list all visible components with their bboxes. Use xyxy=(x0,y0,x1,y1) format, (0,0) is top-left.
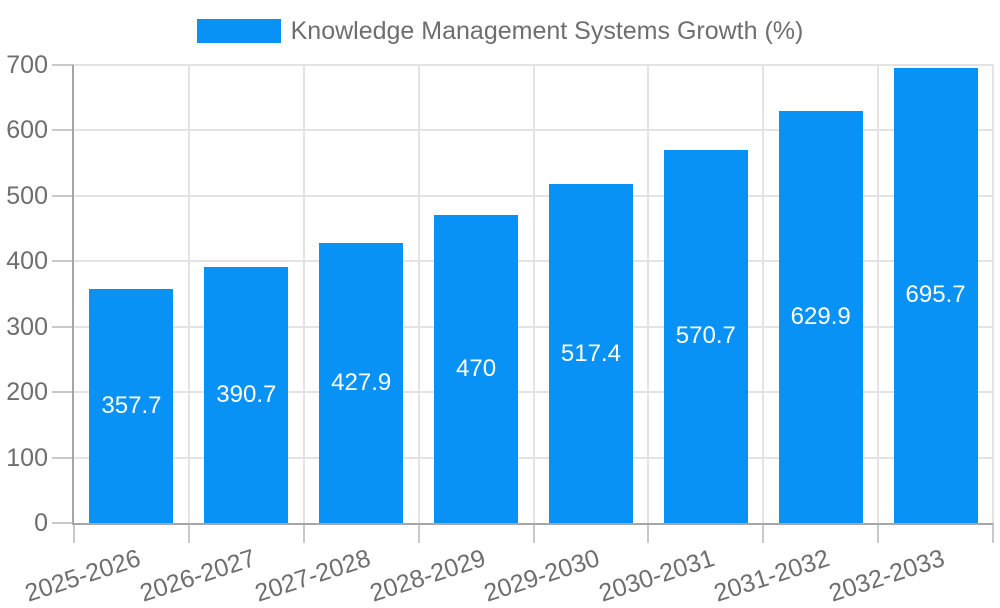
bar[interactable] xyxy=(434,215,519,523)
y-axis-tick xyxy=(52,522,74,524)
bar-value-label: 427.9 xyxy=(331,369,392,396)
bar[interactable] xyxy=(319,243,404,523)
x-gridline xyxy=(877,65,880,523)
bar-value-label: 570.7 xyxy=(675,322,736,350)
bar-value-label: 517.4 xyxy=(560,339,621,367)
x-gridline xyxy=(302,65,305,523)
x-axis-label: 2029-2030 xyxy=(480,544,604,608)
x-axis-tick xyxy=(417,523,420,543)
bar[interactable] xyxy=(548,184,633,523)
x-axis-line xyxy=(72,523,993,525)
x-axis-tick xyxy=(532,523,535,543)
legend-color-swatch xyxy=(196,19,281,43)
x-axis-label: 2030-2031 xyxy=(595,544,719,608)
y-axis-tick xyxy=(52,194,74,197)
bar-value-label: 357.7 xyxy=(101,391,162,419)
y-axis-label: 0 xyxy=(34,509,48,537)
chart-legend: Knowledge Management Systems Growth (%) xyxy=(0,18,1000,44)
x-axis-label: 2028-2029 xyxy=(366,544,489,608)
bar[interactable] xyxy=(89,288,174,523)
x-axis-label: 2032-2033 xyxy=(825,544,948,608)
bar[interactable] xyxy=(893,67,978,523)
y-axis-tick xyxy=(52,391,74,394)
x-gridline xyxy=(762,65,765,523)
legend-label: Knowledge Management Systems Growth (%) xyxy=(290,17,804,45)
x-axis-label: 2031-2032 xyxy=(710,544,834,608)
bar-value-label: 695.7 xyxy=(905,281,966,309)
x-axis-tick xyxy=(187,523,190,543)
x-axis-tick xyxy=(647,523,650,543)
x-axis-label: 2025-2026 xyxy=(21,544,144,608)
x-axis-label: 2027-2028 xyxy=(251,544,374,608)
bar[interactable] xyxy=(663,149,748,523)
bar-value-label: 629.9 xyxy=(790,302,851,330)
x-gridline xyxy=(187,65,190,523)
y-axis-tick xyxy=(52,325,74,328)
y-axis-tick xyxy=(52,456,74,459)
x-gridline xyxy=(417,65,420,523)
bar[interactable] xyxy=(778,110,863,523)
y-axis-tick xyxy=(52,64,74,66)
x-gridline xyxy=(647,65,650,523)
x-axis-label: 2026-2027 xyxy=(136,544,259,608)
y-axis-label: 200 xyxy=(6,378,48,407)
y-axis-tick xyxy=(52,129,74,132)
y-axis-label: 500 xyxy=(6,181,48,210)
x-axis-tick xyxy=(302,523,305,543)
y-axis-label: 600 xyxy=(6,116,48,145)
y-axis-label: 100 xyxy=(6,443,48,472)
bar-value-label: 470 xyxy=(456,355,497,383)
x-axis-tick xyxy=(992,523,994,543)
y-axis-label: 300 xyxy=(6,312,48,341)
bar-value-label: 390.7 xyxy=(216,381,277,409)
x-gridline xyxy=(532,65,535,523)
legend-item[interactable]: Knowledge Management Systems Growth (%) xyxy=(196,17,804,45)
bar[interactable] xyxy=(204,267,289,523)
x-axis-tick xyxy=(762,523,765,543)
y-axis-tick xyxy=(52,260,74,263)
y-axis-line xyxy=(72,65,74,523)
x-axis-tick xyxy=(73,523,75,543)
y-axis-label: 400 xyxy=(6,247,48,276)
x-axis-tick xyxy=(877,523,880,543)
y-axis-label: 700 xyxy=(6,51,48,79)
x-gridline xyxy=(992,65,994,523)
